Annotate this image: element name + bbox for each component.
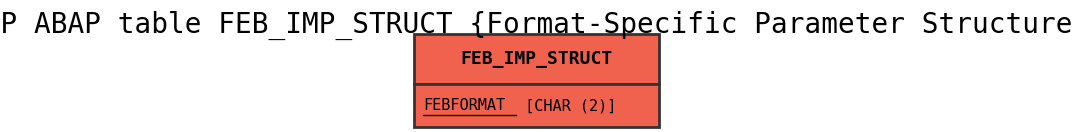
FancyBboxPatch shape (414, 34, 659, 84)
Text: FEBFORMAT: FEBFORMAT (423, 98, 505, 113)
FancyBboxPatch shape (414, 84, 659, 127)
Text: FEB_IMP_STRUCT: FEB_IMP_STRUCT (460, 50, 613, 68)
Text: SAP ABAP table FEB_IMP_STRUCT {Format-Specific Parameter Structures}: SAP ABAP table FEB_IMP_STRUCT {Format-Sp… (0, 11, 1073, 40)
Text: [CHAR (2)]: [CHAR (2)] (516, 98, 617, 113)
